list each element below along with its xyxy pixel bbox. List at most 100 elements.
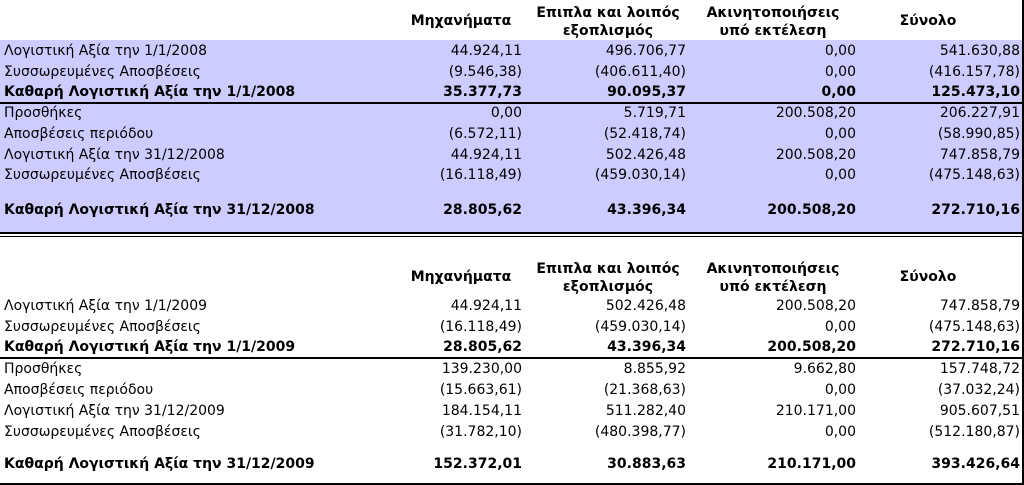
cell-furniture: (459.030,14) xyxy=(594,167,686,183)
header-machinery: Μηχανήματα xyxy=(410,13,512,29)
header-total: Σύνολο xyxy=(899,269,957,285)
cell-furniture: (406.611,40) xyxy=(594,64,686,80)
cell-furniture: 511.282,40 xyxy=(605,403,686,419)
cell-machinery: 152.372,01 xyxy=(433,456,522,472)
header-total: Σύνολο xyxy=(899,13,957,29)
cell-construction: 0,00 xyxy=(824,64,856,80)
header-construction: Ακινητοποιήσεις υπό εκτέλεση xyxy=(690,260,856,296)
table-row: Αποσβέσεις περιόδου (6.572,11) (52.418,7… xyxy=(0,124,1024,145)
row-label: Προσθήκες xyxy=(4,105,83,121)
right-border xyxy=(1022,0,1024,485)
cell-total: (475.148,63) xyxy=(928,319,1020,335)
cell-machinery: (6.572,11) xyxy=(448,126,522,142)
header-furniture-line1: Επιπλα και λοιπός xyxy=(536,5,680,21)
cell-total: (475.148,63) xyxy=(928,167,1020,183)
cell-machinery: 35.377,73 xyxy=(443,84,522,100)
cell-machinery: 28.805,62 xyxy=(443,339,522,355)
cell-machinery: 44.924,11 xyxy=(450,298,522,314)
cell-furniture: 502.426,48 xyxy=(605,298,686,314)
cell-construction: 200.508,20 xyxy=(767,202,856,218)
cell-construction: 200.508,20 xyxy=(767,339,856,355)
cell-total: 272.710,16 xyxy=(931,202,1020,218)
cell-total: (416.157,78) xyxy=(928,64,1020,80)
highlight-band-2008 xyxy=(0,40,1024,232)
cell-furniture: (21.368,63) xyxy=(603,382,686,398)
row-label: Αποσβέσεις περιόδου xyxy=(4,126,154,142)
table-row: Λογιστική Αξία την 1/1/2009 44.924,11 50… xyxy=(0,296,1024,317)
cell-machinery: (15.663,61) xyxy=(439,382,522,398)
table-row-total: Καθαρή Λογιστική Αξία την 31/12/2008 28.… xyxy=(0,200,1024,221)
row-label: Καθαρή Λογιστική Αξία την 1/1/2008 xyxy=(4,84,296,100)
cell-machinery: 139.230,00 xyxy=(441,361,522,377)
header-furniture-line1: Επιπλα και λοιπός xyxy=(536,261,680,277)
cell-construction: 200.508,20 xyxy=(775,147,856,163)
cell-construction: 0,00 xyxy=(821,84,856,100)
cell-furniture: (480.398,77) xyxy=(594,424,686,440)
header-machinery: Μηχανήματα xyxy=(410,269,512,285)
cell-construction: 0,00 xyxy=(824,382,856,398)
table-row-total: Καθαρή Λογιστική Αξία την 31/12/2009 152… xyxy=(0,454,1024,475)
cell-machinery: 0,00 xyxy=(490,105,522,121)
cell-construction: 200.508,20 xyxy=(775,105,856,121)
cell-construction: 0,00 xyxy=(824,424,856,440)
table-row: Λογιστική Αξία την 31/12/2009 184.154,11… xyxy=(0,401,1024,422)
cell-total: 157.748,72 xyxy=(939,361,1020,377)
cell-total: 393.426,64 xyxy=(931,456,1020,472)
cell-furniture: 496.706,77 xyxy=(605,43,686,59)
cell-construction: 210.171,00 xyxy=(775,403,856,419)
cell-construction: 0,00 xyxy=(824,319,856,335)
row-label: Συσσωρευμένες Αποσβέσεις xyxy=(4,319,201,335)
header-furniture-line2: εξοπλισμός xyxy=(562,279,654,295)
cell-furniture: (459.030,14) xyxy=(594,319,686,335)
row-label: Καθαρή Λογιστική Αξία την 31/12/2009 xyxy=(4,456,315,472)
header-construction-line2: υπό εκτέλεση xyxy=(719,279,827,295)
bottom-border xyxy=(0,483,1024,485)
row-label: Λογιστική Αξία την 31/12/2008 xyxy=(4,147,225,163)
cell-total: (58.990,85) xyxy=(937,126,1020,142)
table-row: Προσθήκες 139.230,00 8.855,92 9.662,80 1… xyxy=(0,359,1024,380)
row-label: Συσσωρευμένες Αποσβέσεις xyxy=(4,424,201,440)
divider xyxy=(0,357,1024,359)
row-label: Λογιστική Αξία την 1/1/2008 xyxy=(4,43,208,59)
cell-total: 272.710,16 xyxy=(931,339,1020,355)
header-construction-line1: Ακινητοποιήσεις xyxy=(706,261,840,277)
cell-construction: 0,00 xyxy=(824,126,856,142)
cell-construction: 9.662,80 xyxy=(793,361,856,377)
table-row-subtotal: Καθαρή Λογιστική Αξία την 1/1/2009 28.80… xyxy=(0,337,1024,358)
row-label: Συσσωρευμένες Αποσβέσεις xyxy=(4,167,201,183)
header-construction-line2: υπό εκτέλεση xyxy=(719,23,827,39)
section-separator-bottom xyxy=(0,236,1024,237)
table-row-subtotal: Καθαρή Λογιστική Αξία την 1/1/2008 35.37… xyxy=(0,82,1024,103)
header-construction: Ακινητοποιήσεις υπό εκτέλεση xyxy=(690,4,856,40)
table-row: Αποσβέσεις περιόδου (15.663,61) (21.368,… xyxy=(0,380,1024,401)
header-furniture-line2: εξοπλισμός xyxy=(562,23,654,39)
cell-total: (512.180,87) xyxy=(928,424,1020,440)
cell-machinery: 44.924,11 xyxy=(450,147,522,163)
cell-machinery: 184.154,11 xyxy=(441,403,522,419)
cell-total: 747.858,79 xyxy=(939,298,1020,314)
cell-construction: 210.171,00 xyxy=(767,456,856,472)
cell-furniture: 8.855,92 xyxy=(623,361,686,377)
cell-total: 747.858,79 xyxy=(939,147,1020,163)
cell-total: 541.630,88 xyxy=(939,43,1020,59)
cell-total: 125.473,10 xyxy=(931,84,1020,100)
cell-machinery: (16.118,49) xyxy=(439,167,522,183)
cell-machinery: (9.546,38) xyxy=(448,64,522,80)
cell-construction: 200.508,20 xyxy=(775,298,856,314)
row-label: Καθαρή Λογιστική Αξία την 31/12/2008 xyxy=(4,202,315,218)
column-headers-2009: Μηχανήματα Επιπλα και λοιπός εξοπλισμός … xyxy=(0,256,1024,296)
cell-machinery: (31.782,10) xyxy=(439,424,522,440)
table-row: Λογιστική Αξία την 31/12/2008 44.924,11 … xyxy=(0,145,1024,166)
header-furniture: Επιπλα και λοιπός εξοπλισμός xyxy=(520,260,696,296)
cell-furniture: 30.883,63 xyxy=(607,456,686,472)
row-label: Προσθήκες xyxy=(4,361,83,377)
column-headers-2008: Μηχανήματα Επιπλα και λοιπός εξοπλισμός … xyxy=(0,0,1024,40)
divider xyxy=(0,102,1024,104)
cell-total: 905.607,51 xyxy=(939,403,1020,419)
table-row: Συσσωρευμένες Αποσβέσεις (16.118,49) (45… xyxy=(0,165,1024,186)
cell-construction: 0,00 xyxy=(824,43,856,59)
table-row: Λογιστική Αξία την 1/1/2008 44.924,11 49… xyxy=(0,41,1024,62)
cell-furniture: (52.418,74) xyxy=(603,126,686,142)
table-row: Συσσωρευμένες Αποσβέσεις (16.118,49) (45… xyxy=(0,317,1024,338)
row-label: Λογιστική Αξία την 31/12/2009 xyxy=(4,403,225,419)
